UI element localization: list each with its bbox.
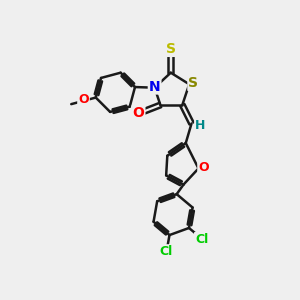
Text: O: O xyxy=(133,106,144,120)
Text: O: O xyxy=(198,161,209,174)
Text: S: S xyxy=(188,76,198,90)
Text: Cl: Cl xyxy=(159,245,172,258)
Text: S: S xyxy=(166,42,176,56)
Text: H: H xyxy=(195,119,206,132)
Text: N: N xyxy=(149,80,161,94)
Text: Cl: Cl xyxy=(195,233,208,246)
Text: O: O xyxy=(78,93,89,106)
